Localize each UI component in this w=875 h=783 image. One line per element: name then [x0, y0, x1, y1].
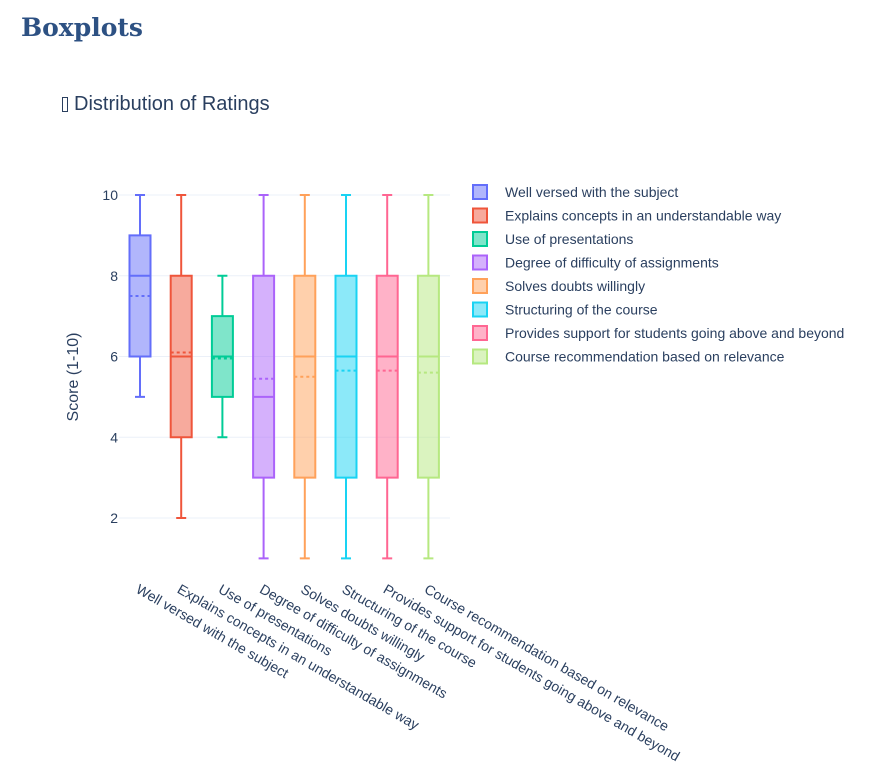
legend-label: Well versed with the subject — [505, 184, 678, 200]
iqr-box — [252, 274, 276, 479]
legend-swatch — [472, 301, 488, 318]
box-trace[interactable] — [334, 194, 358, 560]
box-trace[interactable] — [375, 194, 399, 560]
chart-icon — [62, 97, 68, 112]
legend-label: Explains concepts in an understandable w… — [505, 208, 781, 224]
legend-swatch — [472, 348, 488, 365]
iqr-box — [375, 274, 399, 479]
legend-label: Course recommendation based on relevance — [505, 349, 785, 365]
iqr-box — [334, 274, 358, 479]
y-tick-label: 10 — [102, 187, 118, 203]
iqr-box — [416, 274, 440, 479]
legend-label: Provides support for students going abov… — [505, 325, 844, 341]
y-tick-labels: 2 4 6 8 10 — [102, 187, 118, 526]
box-trace[interactable] — [293, 194, 317, 560]
legend-item[interactable]: Degree of difficulty of assignments — [472, 254, 719, 271]
legend[interactable]: Well versed with the subject Explains con… — [472, 184, 844, 365]
legend-item[interactable]: Course recommendation based on relevance — [472, 348, 785, 365]
box-trace[interactable] — [416, 194, 440, 560]
y-axis-label: Score (1-10) — [65, 333, 82, 422]
legend-item[interactable]: Well versed with the subject — [472, 184, 678, 200]
y-tick-label: 4 — [110, 429, 118, 445]
y-tick-label: 6 — [110, 349, 118, 365]
box-series — [128, 194, 440, 560]
page-heading: Boxplots — [21, 13, 143, 42]
legend-swatch — [472, 325, 488, 341]
grid-lines — [119, 194, 450, 519]
box-trace[interactable] — [169, 194, 193, 519]
legend-label: Solves doubts willingly — [505, 278, 645, 294]
legend-label: Use of presentations — [505, 231, 633, 247]
chart-title-text: Distribution of Ratings — [74, 93, 270, 115]
legend-label: Structuring of the course — [505, 302, 658, 318]
legend-item[interactable]: Use of presentations — [472, 231, 633, 247]
legend-swatch — [472, 207, 488, 224]
y-tick-label: 2 — [110, 510, 118, 526]
y-tick-label: 8 — [110, 268, 118, 284]
iqr-box — [128, 234, 152, 358]
iqr-box — [293, 274, 317, 479]
legend-swatch — [472, 231, 488, 247]
legend-item[interactable]: Structuring of the course — [472, 301, 658, 318]
box-trace[interactable] — [128, 194, 152, 398]
legend-swatch — [472, 278, 488, 294]
legend-item[interactable]: Provides support for students going abov… — [472, 325, 844, 341]
chart-title: Distribution of Ratings — [62, 93, 270, 116]
box-trace[interactable] — [210, 274, 234, 439]
legend-item[interactable]: Explains concepts in an understandable w… — [472, 207, 781, 224]
box-trace[interactable] — [252, 194, 276, 560]
legend-item[interactable]: Solves doubts willingly — [472, 278, 645, 294]
legend-swatch — [472, 254, 488, 271]
legend-label: Degree of difficulty of assignments — [505, 255, 719, 271]
legend-swatch — [472, 184, 488, 200]
